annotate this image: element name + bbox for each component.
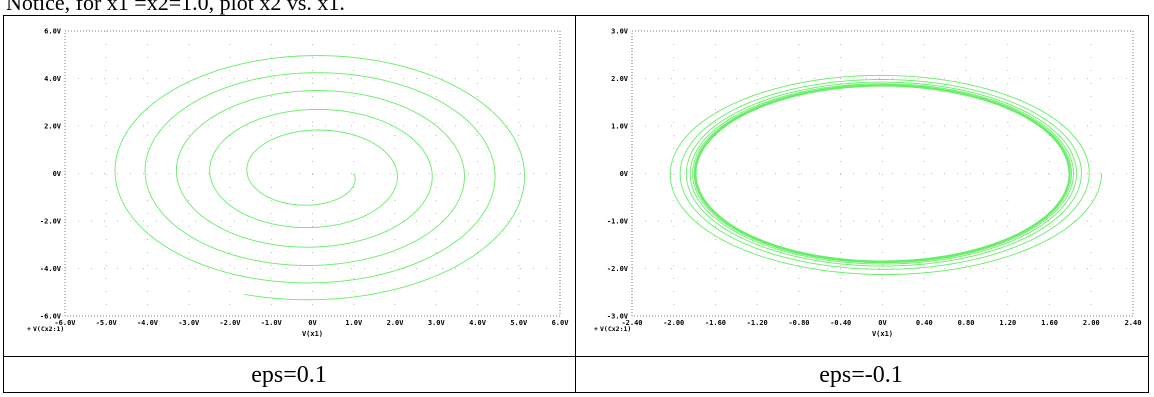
y-tick-label: 4.0V (44, 75, 62, 83)
x-tick-label: -0.80 (788, 319, 809, 327)
y-tick-label: 0V (53, 170, 62, 178)
x-tick-label: 1.0V (345, 319, 363, 327)
legend-marker: + (594, 325, 598, 333)
y-tick-label: 1.0V (611, 123, 629, 131)
x-tick-label: -6.0V (54, 319, 76, 327)
x-tick-label: -5.0V (96, 319, 118, 327)
phase-plot-right: -2.40 -2.00 -1.60 -1.20 -0.80 -0.40 0V 0.40 0.80… (594, 28, 1142, 339)
x-tick-label: 0.80 (958, 319, 975, 327)
y-tick-label: 0V (620, 170, 629, 178)
phase-plot-left: -6.0V -5.0V -4.0V -3.0V -2.0V -1.0V 0V 1.0V 2.0V… (27, 28, 570, 339)
x-tick-label: 1.20 (999, 319, 1016, 327)
legend-label: V(Cx2:1) (600, 325, 631, 333)
y-tick-label: -6.0V (40, 313, 62, 321)
x-tick-label: -2.40 (621, 319, 642, 327)
x-tick-label: -1.0V (261, 319, 283, 327)
x-axis-label: V(x1) (302, 330, 323, 338)
x-tick-label: 2.40 (1125, 319, 1142, 327)
x-tick-label: 2.00 (1083, 319, 1100, 327)
y-tick-label: 3.0V (611, 28, 629, 36)
legend-label: V(Cx2:1) (33, 325, 64, 333)
trajectory-line (669, 74, 1103, 275)
legend: + V(Cx2:1) (594, 325, 631, 333)
y-tick-label: -3.0V (607, 313, 629, 321)
caption-left: eps=0.1 (251, 362, 327, 388)
y-tick-label: -2.0V (607, 265, 629, 273)
x-tick-label: 5.0V (510, 319, 528, 327)
x-tick-label: 2.0V (387, 319, 405, 327)
x-tick-label: -2.00 (663, 319, 684, 327)
y-tick-label: 2.0V (611, 75, 629, 83)
x-tick-label: 4.0V (469, 319, 487, 327)
y-tick-label: -4.0V (40, 265, 62, 273)
x-tick-label: 6.0V (552, 319, 570, 327)
x-tick-label: -2.0V (219, 319, 241, 327)
trajectory-line (114, 55, 526, 301)
x-axis-label: V(x1) (872, 330, 893, 338)
plot-frame (631, 30, 1134, 317)
x-tick-label: 1.60 (1041, 319, 1058, 327)
intro-text: Notice, for x1 =x2=1.0, plot x2 vs. x1. (6, 0, 345, 15)
x-tick-label: -4.0V (137, 319, 159, 327)
legend-marker: + (27, 325, 31, 333)
x-tick-label: 0V (878, 319, 887, 327)
table-divider-horizontal (4, 356, 1148, 357)
x-tick-label: -0.40 (830, 319, 851, 327)
x-tick-label: 0V (308, 319, 317, 327)
x-tick-label: -3.0V (178, 319, 200, 327)
y-tick-label: -1.0V (607, 218, 629, 226)
y-tick-label: 2.0V (44, 123, 62, 131)
y-tick-label: -2.0V (40, 218, 62, 226)
x-tick-label: 3.0V (428, 319, 446, 327)
caption-right: eps=-0.1 (819, 362, 903, 388)
table-divider-vertical (575, 16, 576, 392)
x-tick-label: -1.20 (747, 319, 768, 327)
figure-table: -6.0V -5.0V -4.0V -3.0V -2.0V -1.0V 0V 1.0V 2.0V… (3, 15, 1149, 393)
legend: + V(Cx2:1) (27, 325, 64, 333)
x-tick-label: -1.60 (705, 319, 726, 327)
x-tick-label: 0.40 (916, 319, 933, 327)
y-tick-label: 6.0V (44, 28, 62, 36)
